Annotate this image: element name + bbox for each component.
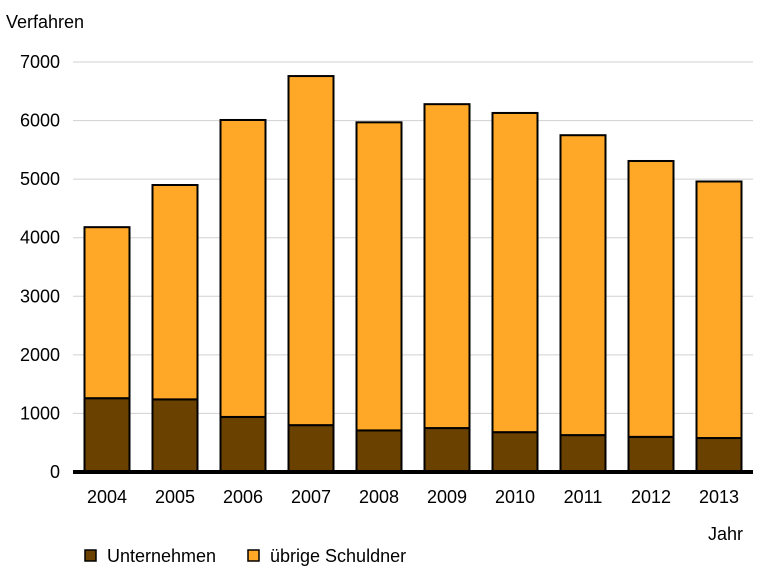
y-tick-label: 7000 [20,52,60,72]
y-tick-label: 0 [50,462,60,482]
y-tick-label: 3000 [20,286,60,306]
x-tick-label: 2004 [87,487,127,507]
y-tick-label: 5000 [20,169,60,189]
bar-unternehmen-2009 [423,427,471,474]
bar-unternehmen-2011 [559,434,607,474]
bar-uebrige-schuldner-2007 [287,75,335,427]
legend: Unternehmen übrige Schuldner [84,546,406,566]
bar-uebrige-schuldner-2008 [355,121,403,432]
y-tick-label: 4000 [20,228,60,248]
bar-uebrige-schuldner-2005 [151,184,199,401]
bar-uebrige-schuldner-2012 [627,159,675,438]
y-axis-title: Verfahren [6,12,84,32]
x-tick-label: 2010 [495,487,535,507]
bar-unternehmen-2010 [491,431,539,473]
bar-unternehmen-2012 [627,435,675,474]
bar-uebrige-schuldner-2011 [559,134,607,437]
legend-swatch [247,549,260,562]
legend-label: übrige Schuldner [270,546,406,566]
bar-unternehmen-2007 [287,424,335,473]
bar-uebrige-schuldner-2006 [219,118,267,418]
legend-swatch [84,549,97,562]
x-tick-label: 2009 [427,487,467,507]
bar-uebrige-schuldner-2010 [491,111,539,434]
x-tick-labels: 2004 2005 2006 2007 2008 2009 2010 2011 2012 2013 [87,487,739,507]
bars [83,75,743,474]
x-tick-label: 2012 [631,487,671,507]
x-tick-label: 2013 [699,487,739,507]
x-tick-label: 2006 [223,487,263,507]
bar-uebrige-schuldner-2004 [83,226,131,400]
bar-uebrige-schuldner-2013 [695,180,743,440]
x-tick-label: 2011 [564,487,603,507]
x-tick-label: 2005 [155,487,195,507]
y-tick-label: 1000 [20,403,60,423]
bar-unternehmen-2005 [151,398,199,473]
bar-unternehmen-2004 [83,397,131,474]
x-tick-label: 2008 [359,487,399,507]
bar-unternehmen-2008 [355,429,403,473]
legend-label: Unternehmen [107,546,216,566]
x-tick-label: 2007 [291,487,331,507]
y-tick-label: 2000 [20,345,60,365]
x-axis-title: Jahr [708,524,743,544]
bar-unternehmen-2013 [695,437,743,473]
y-tick-label: 6000 [20,111,60,131]
bar-unternehmen-2006 [219,415,267,474]
y-tick-labels: 0 1000 2000 3000 4000 5000 6000 7000 [20,52,60,482]
bar-uebrige-schuldner-2009 [423,103,471,430]
